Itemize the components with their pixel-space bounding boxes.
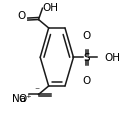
- Text: O: O: [18, 11, 26, 21]
- Text: Na⁺: Na⁺: [12, 94, 32, 104]
- Text: OH: OH: [42, 3, 58, 12]
- Text: OH: OH: [104, 53, 120, 63]
- Text: S: S: [83, 53, 90, 63]
- Text: O: O: [18, 94, 27, 104]
- Text: ⁻: ⁻: [35, 85, 40, 95]
- Text: O: O: [82, 75, 90, 85]
- Text: O: O: [82, 30, 90, 40]
